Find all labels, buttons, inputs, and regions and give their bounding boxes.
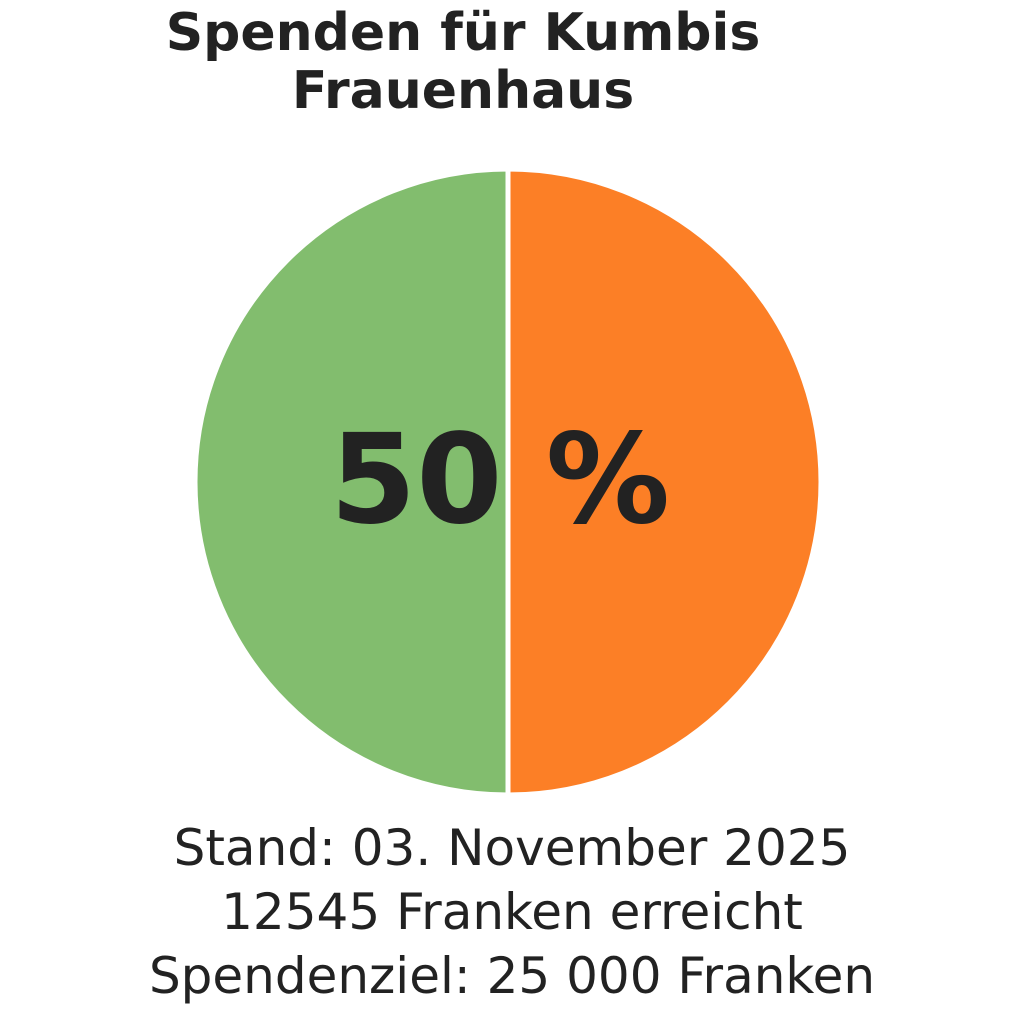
status-date: Stand: 03. November 2025	[173, 819, 851, 877]
chart-title: Spenden für Kumbis Frauenhaus	[100, 4, 826, 120]
pie-slice-1	[192, 166, 511, 798]
chart-title-line-2: Frauenhaus	[291, 61, 635, 121]
amount-reached: 12545 Franken erreicht	[221, 883, 803, 941]
chart-annotations: Stand: 03. November 2025 12545 Franken e…	[0, 816, 1024, 1008]
center-percentage-label: 50 %	[330, 408, 670, 552]
donation-goal: Spendenziel: 25 000 Franken	[148, 947, 876, 1005]
pie-slice-2	[505, 166, 824, 798]
chart-title-line-1: Spenden für Kumbis	[165, 3, 761, 63]
